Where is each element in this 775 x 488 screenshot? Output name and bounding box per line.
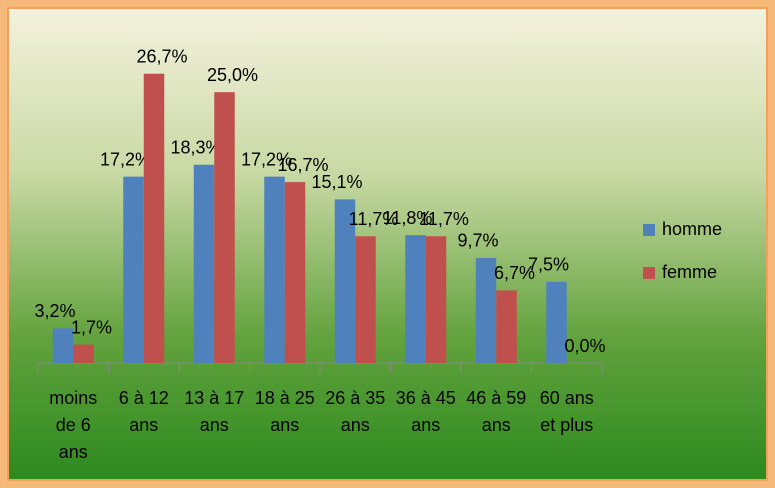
data-label: 9,7% (457, 231, 498, 251)
x-tick-label: 13 à 17 ans (184, 388, 245, 435)
bar (214, 92, 235, 364)
x-tick-label: 26 à 35 ans (325, 388, 386, 435)
bar (355, 236, 376, 363)
data-label: 7,5% (528, 255, 569, 275)
data-label: 18,3% (170, 138, 221, 158)
x-tick-label: 18 à 25 ans (254, 388, 315, 435)
x-tick-label: 6 à 12 ans (118, 388, 169, 435)
legend-label: femme (662, 262, 717, 282)
data-label: 16,7% (277, 155, 328, 175)
bar (405, 235, 426, 363)
bar (264, 176, 285, 363)
x-tick-label: 60 ans et plus (539, 388, 594, 435)
data-label: 25,0% (207, 65, 258, 85)
x-tick-label: 36 à 45 ans (395, 388, 456, 435)
data-label: 17,2% (100, 149, 151, 169)
data-label: 11,8% (383, 208, 433, 228)
bar (546, 281, 567, 363)
data-label: 17,2% (241, 149, 292, 169)
data-label: 3,2% (34, 301, 75, 321)
bar (475, 257, 497, 363)
data-label: 15,1% (311, 172, 362, 192)
bar (334, 199, 356, 363)
bar (284, 182, 306, 363)
data-label: 11,7% (419, 209, 469, 229)
bar (73, 344, 94, 363)
data-label: 0,0% (564, 336, 605, 356)
data-label: 11,7% (349, 209, 399, 229)
legend-swatch (643, 224, 655, 236)
bar (143, 73, 165, 363)
bar (496, 290, 517, 363)
data-label: 26,7% (136, 47, 187, 67)
bar (425, 236, 447, 363)
bar (52, 328, 74, 363)
legend-swatch (643, 267, 655, 279)
legend-label: homme (662, 219, 722, 239)
bar (123, 176, 144, 363)
x-tick-label: 46 à 59 ans (466, 388, 527, 435)
bar (193, 164, 215, 363)
data-label: 6,7% (494, 263, 535, 283)
data-label: 1,7% (71, 317, 112, 337)
x-tick-label: moins de 6 ans (49, 388, 98, 462)
